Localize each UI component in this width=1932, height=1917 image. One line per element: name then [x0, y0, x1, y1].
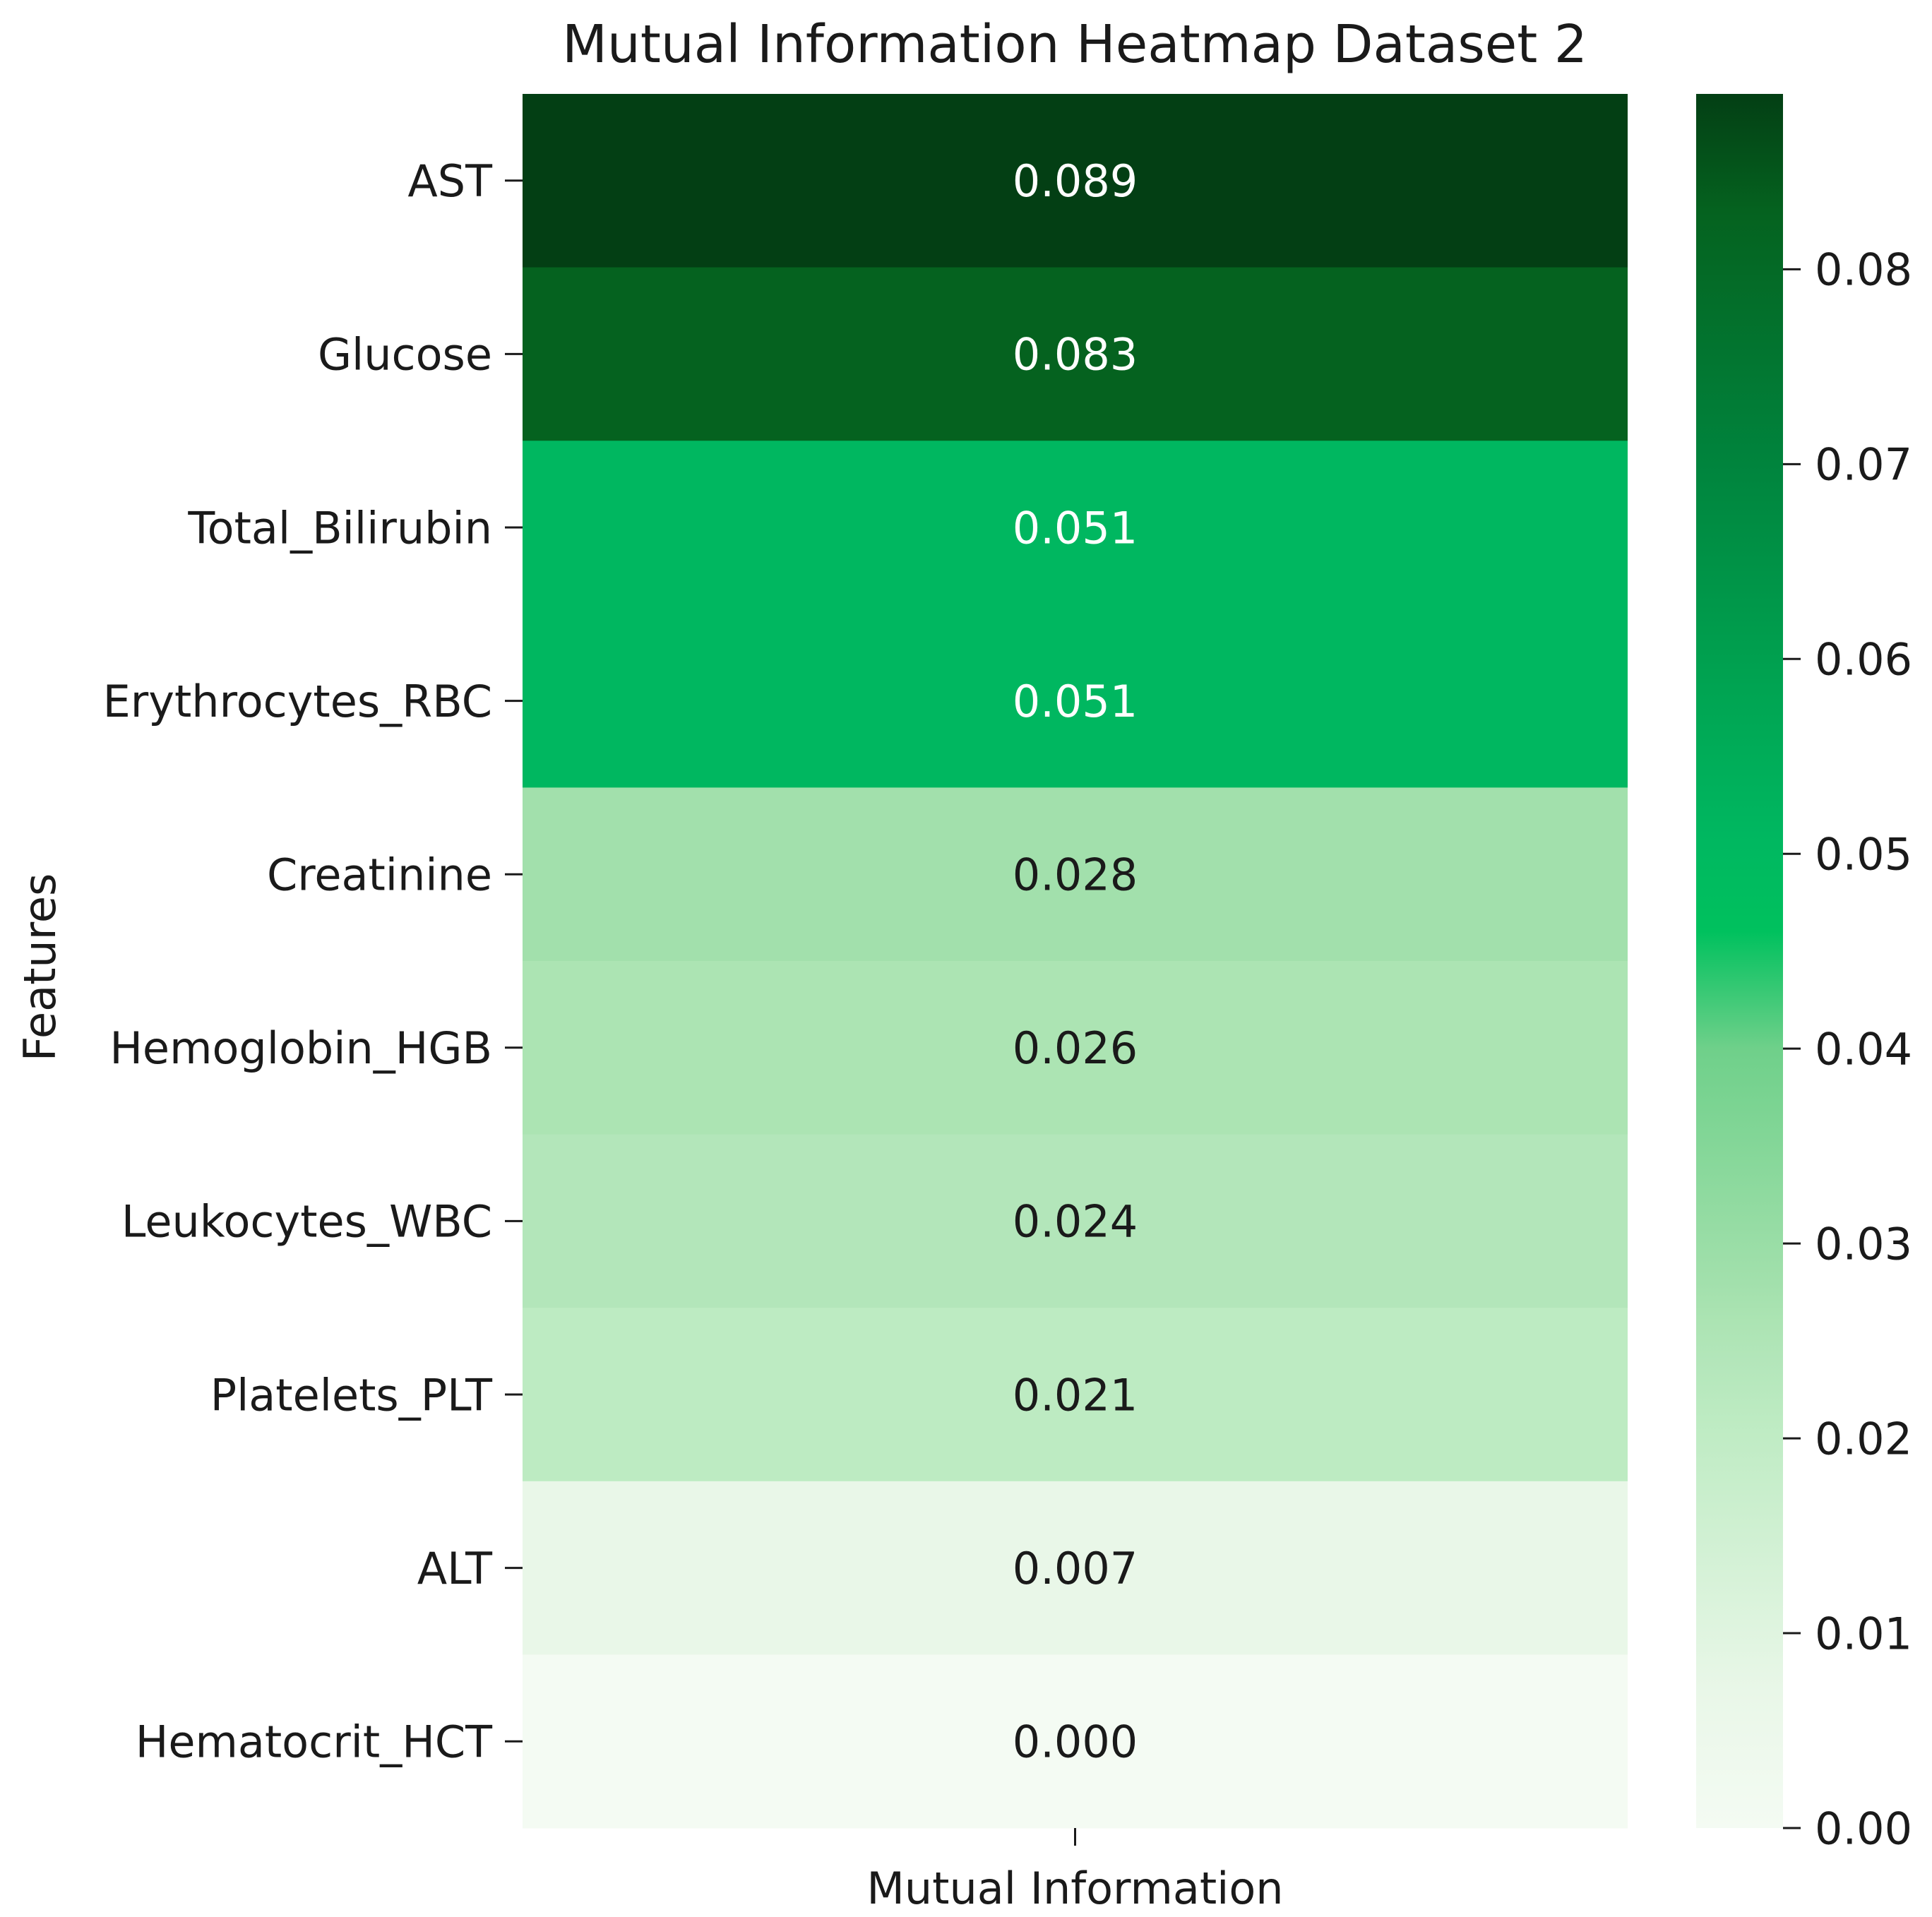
heatmap-cells [523, 94, 1628, 1829]
heatmap-cell [523, 1481, 1628, 1655]
colorbar [1696, 94, 1783, 1828]
cell-value-label: 0.000 [1013, 1716, 1138, 1768]
y-tick-label: Total_Bilirubin [187, 502, 492, 554]
colorbar-tick-label: 0.08 [1815, 244, 1912, 296]
cell-value-label: 0.083 [1013, 329, 1138, 381]
y-tick-label: Erythrocytes_RBC [103, 676, 492, 727]
y-tick-label: Creatinine [267, 849, 492, 901]
colorbar-tick-label: 0.06 [1815, 634, 1912, 686]
heatmap-cell-labels: 0.089 0.083 0.051 0.051 0.028 0.026 0.024 0.021… [1013, 155, 1138, 1767]
colorbar-tick-label: 0.02 [1815, 1413, 1912, 1464]
heatmap-cell [523, 614, 1628, 788]
colorbar-ticks: 0.00 0.01 0.02 0.03 0.04 0.05 0.06 0.07 0.08 [1783, 244, 1912, 1854]
cell-value-label: 0.089 [1013, 155, 1138, 207]
heatmap-cell [523, 94, 1628, 268]
y-axis: AST Glucose Total_Bilirubin Erythrocytes_RB… [103, 155, 523, 1768]
y-tick-label: Glucose [318, 329, 492, 381]
y-axis-label: Features [14, 873, 66, 1062]
heatmap-cell [523, 1134, 1628, 1308]
colorbar-tick-label: 0.01 [1815, 1608, 1912, 1659]
cell-value-label: 0.024 [1013, 1196, 1138, 1248]
colorbar-tick-label: 0.00 [1815, 1803, 1912, 1854]
chart-title: Mutual Information Heatmap Dataset 2 [562, 14, 1587, 75]
y-tick-label: Hemoglobin_HGB [109, 1022, 492, 1074]
y-tick-label: Hematocrit_HCT [136, 1716, 493, 1768]
x-tick-label: Mutual Information [866, 1863, 1283, 1914]
colorbar-tick-label: 0.07 [1815, 439, 1912, 491]
cell-value-label: 0.026 [1013, 1022, 1138, 1074]
heatmap-cell [523, 267, 1628, 441]
heatmap-cell [523, 441, 1628, 615]
cell-value-label: 0.007 [1013, 1543, 1138, 1594]
heatmap-cell [523, 961, 1628, 1135]
colorbar-tick-label: 0.05 [1815, 829, 1912, 880]
cell-value-label: 0.051 [1013, 502, 1138, 554]
y-tick-label: Platelets_PLT [210, 1369, 493, 1421]
colorbar-tick-label: 0.04 [1815, 1023, 1912, 1075]
cell-value-label: 0.028 [1013, 849, 1138, 901]
cell-value-label: 0.021 [1013, 1369, 1138, 1421]
y-tick-label: AST [407, 155, 493, 207]
heatmap-cell [523, 1654, 1628, 1829]
colorbar-tick-label: 0.03 [1815, 1218, 1912, 1270]
y-tick-label: ALT [417, 1543, 493, 1594]
heatmap-cell [523, 1308, 1628, 1482]
y-tick-label: Leukocytes_WBC [121, 1196, 492, 1248]
x-axis: Mutual Information [866, 1828, 1284, 1914]
heatmap-cell [523, 787, 1628, 962]
cell-value-label: 0.051 [1013, 676, 1138, 727]
